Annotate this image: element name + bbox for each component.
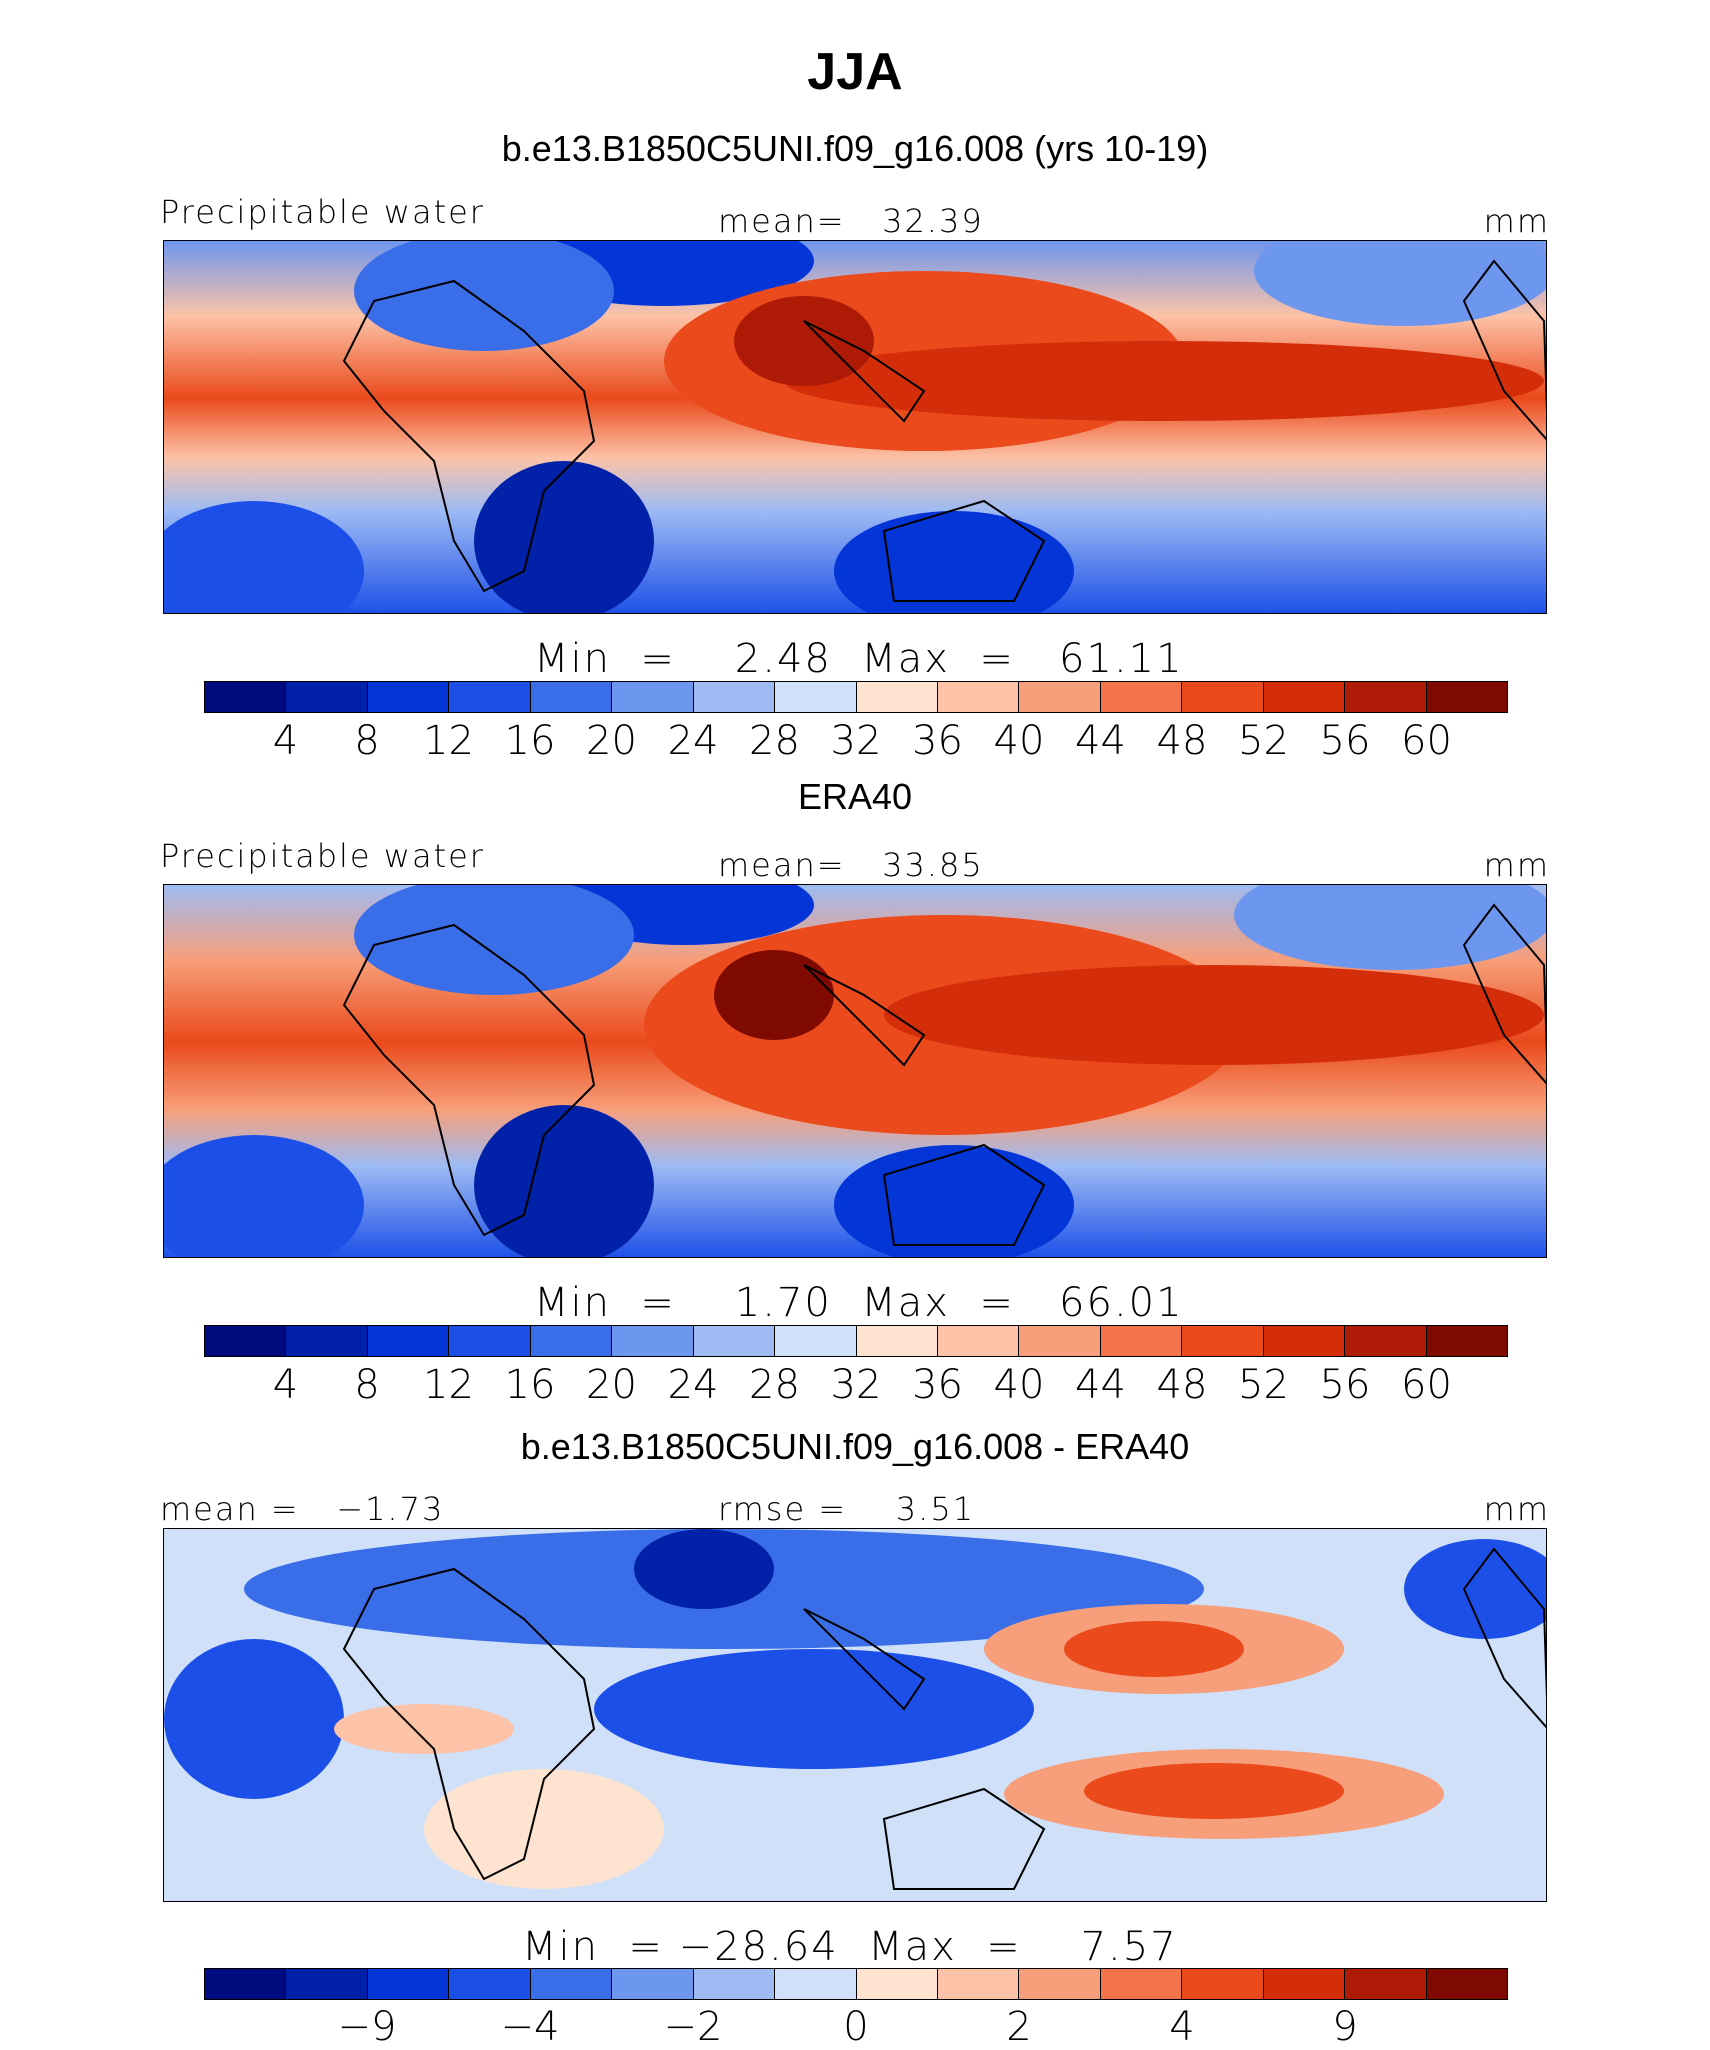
panel-1-minmax: Min = 2.48 Max = 61.11: [534, 636, 1184, 682]
panel-3-pos-satlantic: [334, 1704, 514, 1754]
colorbar-tick-label: 12: [423, 1362, 474, 1408]
colorbar-tick-label: 2: [1006, 2004, 1032, 2050]
panel-1-map: [163, 240, 1547, 614]
panel-3-neg-arabia: [634, 1529, 774, 1609]
panel-1-colorbar: [204, 681, 1508, 713]
colorbar-tick-label: 32: [830, 1362, 882, 1408]
colorbar-tick-label: −2: [663, 2004, 723, 2050]
colorbar-tick-label: 4: [272, 718, 299, 764]
colorbar-tick-label: 40: [993, 1362, 1045, 1408]
panel-2-mean-label: mean= 33.85: [718, 846, 984, 884]
panel-2-moist-wpacific: [884, 965, 1544, 1065]
panel-1-dry-africa-south: [474, 461, 654, 613]
colorbar-tick-label: 12: [423, 718, 474, 764]
panel-2-dry-north-africa: [354, 885, 634, 995]
panel-3-rmse-label: rmse = 3.51: [718, 1490, 976, 1528]
colorbar-tick-label: −9: [337, 2004, 397, 2050]
panel-3-colorbar: [204, 1968, 1508, 2000]
panel-3-pos-npacific-core: [1064, 1621, 1244, 1677]
panel-3-neg-camerica: [1404, 1539, 1546, 1639]
panel-2-colorbar-ticks: 4 8 12 16 20 24 28 32 36 40 44 48 52 56 60: [0, 1362, 1710, 1412]
colorbar-tick-label: 44: [1075, 1362, 1126, 1408]
panel-2-subtitle: ERA40: [797, 776, 913, 817]
colorbar-tick-label: 32: [830, 718, 882, 764]
panel-1-dry-npacific: [1254, 241, 1546, 326]
panel-1-colorbar-ticks: 4 8 12 16 20 24 28 32 36 40 44 48 52 56 60: [0, 718, 1710, 768]
panel-3-units-label: mm: [1483, 1490, 1550, 1528]
panel-3-neg-samerica: [164, 1639, 344, 1799]
panel-1-dry-north-africa: [354, 241, 614, 351]
colorbar-tick-label: 48: [1156, 718, 1208, 764]
panel-1-variable-label: Precipitable water: [160, 193, 485, 231]
panel-3-minmax: Min = −28.64 Max = 7.57: [522, 1924, 1178, 1970]
colorbar-tick-label: 36: [912, 1362, 963, 1408]
panel-3-subtitle: b.e13.B1850C5UNI.f09_g16.008 - ERA40: [520, 1426, 1190, 1467]
panel-2-colorbar: [204, 1325, 1508, 1357]
colorbar-tick-label: 16: [504, 1362, 556, 1408]
colorbar-tick-label: 24: [667, 718, 719, 764]
panel-1-units-label: mm: [1483, 202, 1550, 240]
colorbar-tick-label: 16: [504, 718, 556, 764]
panel-3-neg-indian: [594, 1649, 1034, 1769]
panel-3-colorbar-ticks: −9 −4 −2 0 2 4 9: [0, 2004, 1710, 2050]
colorbar-tick-label: 52: [1238, 1362, 1289, 1408]
panel-3-map: [163, 1528, 1547, 1902]
colorbar-tick-label: 20: [586, 1362, 637, 1408]
colorbar-tick-label: 24: [667, 1362, 719, 1408]
colorbar-tick-label: 36: [912, 718, 963, 764]
colorbar-tick-label: −4: [500, 2004, 560, 2050]
colorbar-tick-label: 52: [1238, 718, 1289, 764]
panel-3-mean-label: mean = −1.73: [160, 1490, 445, 1528]
panel-2-units-label: mm: [1483, 846, 1550, 884]
colorbar-tick-label: 56: [1319, 718, 1371, 764]
colorbar-tick-label: 9: [1332, 2004, 1358, 2050]
colorbar-tick-label: 56: [1319, 1362, 1371, 1408]
colorbar-tick-label: 8: [354, 1362, 380, 1408]
colorbar-tick-label: 0: [843, 2004, 869, 2050]
colorbar-tick-label: 28: [749, 718, 800, 764]
panel-1-moist-core: [734, 296, 874, 386]
panel-2-coastline: [342, 903, 1546, 1246]
colorbar-tick-label: 28: [749, 1362, 800, 1408]
colorbar-tick-label: 4: [1169, 2004, 1195, 2050]
panel-1-subtitle: b.e13.B1850C5UNI.f09_g16.008 (yrs 10-19): [501, 128, 1209, 169]
panel-3-coastline: [342, 1547, 1546, 1890]
panel-2-variable-label: Precipitable water: [160, 837, 485, 875]
panel-3-pos-spacific-core: [1084, 1763, 1344, 1819]
panel-3-pos-safrica: [424, 1769, 664, 1889]
panel-2-moist-core: [714, 950, 834, 1040]
panel-2-map: [163, 884, 1547, 1258]
colorbar-tick-label: 4: [272, 1362, 299, 1408]
colorbar-tick-label: 60: [1401, 1362, 1452, 1408]
colorbar-tick-label: 44: [1075, 718, 1126, 764]
panel-2-dry-npacific: [1234, 885, 1546, 970]
panel-2-dry-africa-south: [474, 1105, 654, 1257]
colorbar-tick-label: 20: [586, 718, 637, 764]
panel-1-mean-label: mean= 32.39: [718, 202, 984, 240]
panel-2-dry-samerica: [164, 1135, 364, 1257]
panel-1-coastline: [342, 259, 1546, 602]
figure-title: JJA: [807, 43, 903, 101]
colorbar-tick-label: 8: [354, 718, 380, 764]
panel-1-dry-samerica: [164, 501, 364, 613]
panel-1-moist-wpacific: [784, 341, 1544, 421]
panel-1-dry-australia: [834, 511, 1074, 613]
colorbar-tick-label: 60: [1401, 718, 1452, 764]
colorbar-tick-label: 48: [1156, 1362, 1208, 1408]
panel-2-minmax: Min = 1.70 Max = 66.01: [534, 1280, 1184, 1326]
colorbar-tick-label: 40: [993, 718, 1045, 764]
